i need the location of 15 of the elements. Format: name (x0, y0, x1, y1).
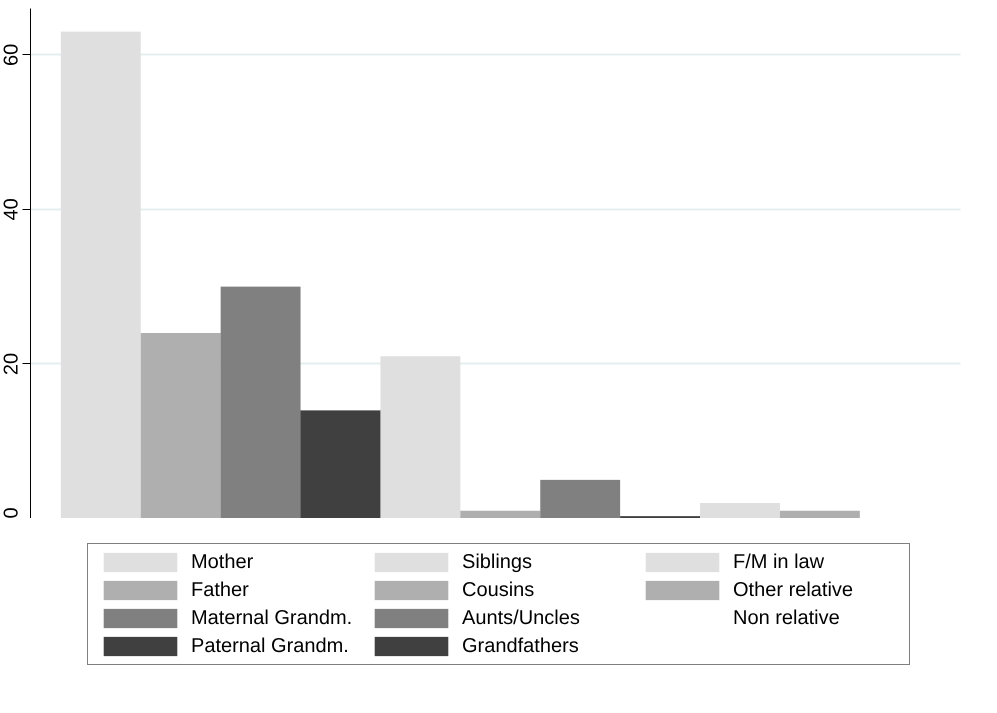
legend-label: Father (191, 578, 250, 602)
legend-label: Mother (191, 550, 254, 574)
y-tick-label: 60 (0, 44, 22, 66)
y-tick-label: 40 (0, 198, 22, 221)
legend-label: Aunts/Uncles (462, 606, 581, 630)
y-tick-label: 20 (0, 352, 22, 376)
legend-label: Grandfathers (462, 634, 580, 658)
text: Non relative (733, 606, 841, 630)
legend-label: Cousins (462, 578, 536, 602)
legend-label: Paternal Grandm. (191, 634, 350, 658)
legend-label: F/M in law (733, 550, 826, 574)
legend-label: Siblings (462, 550, 534, 574)
legend-label: Other relative (733, 578, 854, 602)
legend-label: Maternal Grandm. (191, 606, 354, 630)
y-tick-label: 0 (0, 507, 22, 518)
